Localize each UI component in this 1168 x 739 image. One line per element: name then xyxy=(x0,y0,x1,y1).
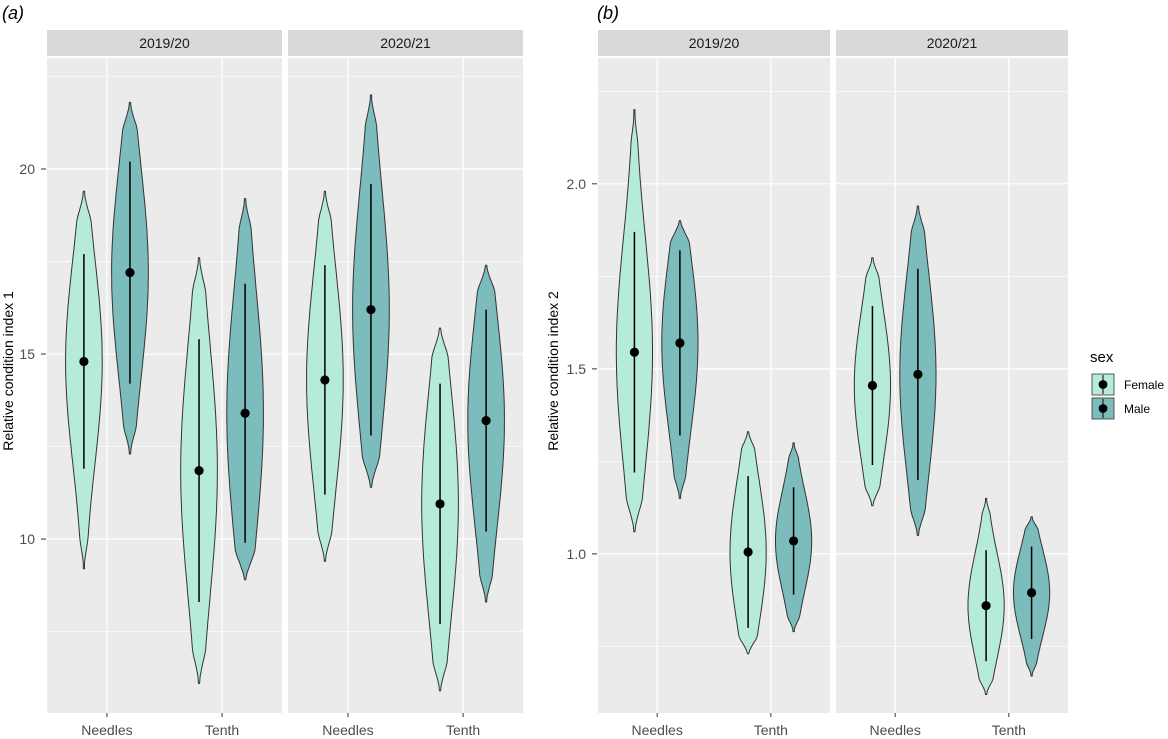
x-tick-label: Tenth xyxy=(205,722,239,738)
y-tick-label: 15 xyxy=(19,346,35,362)
mean-point xyxy=(1026,588,1037,598)
facet-panel: 2019/20 Needles Tenth xyxy=(598,30,830,738)
mean-point xyxy=(194,466,204,476)
y-tick-label: 1.0 xyxy=(567,546,587,562)
legend-item-female: Female xyxy=(1091,373,1164,396)
facet-strip-label: 2019/20 xyxy=(139,35,190,51)
chart-relative-condition-index-2: (b) Relative condition index 2 2019/20 Ne… xyxy=(545,3,1068,738)
facet-panel: 2020/21 Needles Tenth xyxy=(836,30,1068,738)
mean-point xyxy=(79,356,89,367)
x-tick-label: Needles xyxy=(631,722,682,738)
facet-strip-label: 2020/21 xyxy=(927,35,978,51)
mean-point xyxy=(913,369,923,379)
facet-strip xyxy=(288,30,523,56)
mean-point xyxy=(675,338,685,348)
legend: sex Female Male xyxy=(1090,349,1164,420)
mean-point xyxy=(867,380,878,391)
facet-panel: 2019/20 Needles Tenth xyxy=(47,30,282,738)
mean-point xyxy=(366,305,376,315)
y-axis-title: Relative condition index 2 xyxy=(545,291,561,451)
mean-point xyxy=(125,268,135,278)
legend-item-male: Male xyxy=(1091,397,1150,420)
mean-point xyxy=(788,536,799,546)
chart-tag: (a) xyxy=(2,3,24,23)
mean-point xyxy=(481,416,491,426)
mean-point xyxy=(435,499,445,509)
x-tick-label: Tenth xyxy=(992,722,1026,738)
y-tick-label: 1.5 xyxy=(567,361,587,377)
mean-point xyxy=(240,408,250,418)
chart-relative-condition-index-1: (a) Relative condition index 1 2019/20 Ne… xyxy=(0,3,523,738)
mean-point xyxy=(629,347,640,357)
y-tick-label: 2.0 xyxy=(567,176,587,192)
facet-panels: 2019/20 Needles Tenth 2020/21 Needles Tenth xyxy=(598,30,1068,738)
legend-label-female: Female xyxy=(1124,378,1164,392)
x-tick-label: Needles xyxy=(322,722,373,738)
y-axis-title: Relative condition index 1 xyxy=(0,291,16,451)
legend-key-point xyxy=(1098,380,1108,389)
chart-tag: (b) xyxy=(597,3,619,23)
mean-point xyxy=(743,547,753,557)
legend-label-male: Male xyxy=(1124,402,1150,416)
x-tick-label: Tenth xyxy=(446,722,480,738)
facet-strip xyxy=(47,30,282,56)
facet-strip-label: 2020/21 xyxy=(380,35,431,51)
x-tick-label: Needles xyxy=(81,722,132,738)
facet-strip xyxy=(598,30,830,56)
legend-key-point xyxy=(1098,404,1108,413)
facet-panel: 2020/21 Needles Tenth xyxy=(288,30,523,738)
x-tick-label: Needles xyxy=(869,722,920,738)
mean-point xyxy=(320,375,330,385)
legend-title: sex xyxy=(1090,349,1114,366)
y-tick-label: 10 xyxy=(19,531,35,547)
facet-strip-label: 2019/20 xyxy=(689,35,740,51)
mean-point xyxy=(981,601,991,611)
facet-panels: 2019/20 Needles Tenth 2020/21 Needles Tenth xyxy=(47,30,523,738)
y-tick-label: 20 xyxy=(19,161,35,177)
facet-strip xyxy=(836,30,1068,56)
x-tick-label: Tenth xyxy=(754,722,788,738)
